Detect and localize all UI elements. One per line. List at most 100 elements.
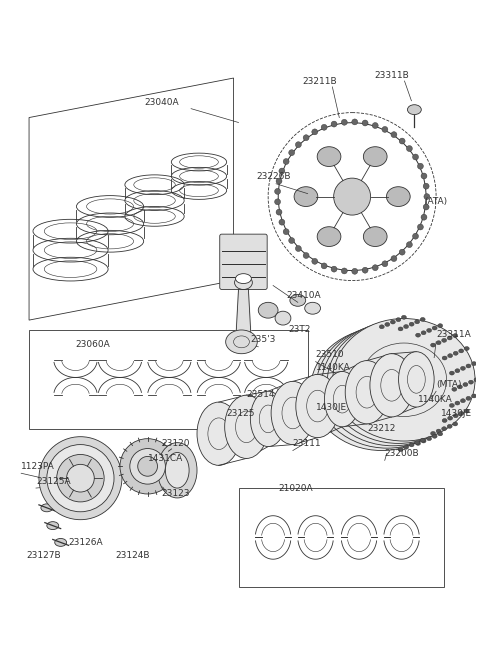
- Ellipse shape: [341, 120, 348, 125]
- Text: 23311A: 23311A: [436, 330, 471, 340]
- Ellipse shape: [382, 126, 388, 132]
- Ellipse shape: [427, 437, 432, 441]
- Ellipse shape: [418, 163, 423, 169]
- Ellipse shape: [452, 387, 457, 391]
- Ellipse shape: [157, 443, 197, 498]
- Ellipse shape: [324, 371, 360, 427]
- Ellipse shape: [464, 346, 469, 351]
- Ellipse shape: [399, 249, 405, 255]
- Ellipse shape: [322, 323, 464, 446]
- Text: 23410A: 23410A: [286, 291, 321, 300]
- Text: 1430JE: 1430JE: [315, 403, 347, 411]
- Ellipse shape: [386, 187, 410, 206]
- Text: 1430JE: 1430JE: [441, 409, 472, 419]
- Ellipse shape: [431, 432, 435, 436]
- Text: 23211B: 23211B: [303, 76, 337, 85]
- Ellipse shape: [416, 442, 420, 445]
- Ellipse shape: [390, 320, 396, 324]
- Text: 23124B: 23124B: [115, 551, 149, 560]
- Ellipse shape: [438, 324, 443, 328]
- Ellipse shape: [427, 328, 432, 332]
- Ellipse shape: [47, 522, 59, 530]
- Ellipse shape: [474, 378, 479, 382]
- Ellipse shape: [442, 427, 446, 431]
- Ellipse shape: [415, 441, 420, 445]
- Ellipse shape: [279, 219, 285, 225]
- Ellipse shape: [372, 265, 378, 271]
- Ellipse shape: [438, 432, 443, 436]
- Ellipse shape: [404, 445, 408, 449]
- Ellipse shape: [275, 189, 280, 194]
- Ellipse shape: [455, 369, 460, 373]
- Ellipse shape: [442, 419, 447, 422]
- Ellipse shape: [442, 338, 446, 342]
- Text: 235'3: 235'3: [251, 335, 276, 344]
- Ellipse shape: [271, 381, 314, 445]
- Ellipse shape: [464, 409, 469, 413]
- Ellipse shape: [398, 447, 403, 451]
- Ellipse shape: [295, 246, 301, 252]
- Ellipse shape: [295, 142, 301, 148]
- Ellipse shape: [421, 439, 426, 443]
- Ellipse shape: [352, 119, 358, 125]
- Ellipse shape: [466, 396, 471, 400]
- Ellipse shape: [463, 382, 468, 386]
- Ellipse shape: [321, 263, 327, 269]
- Ellipse shape: [423, 204, 429, 210]
- Ellipse shape: [370, 353, 413, 417]
- Ellipse shape: [294, 187, 318, 206]
- Text: 23040A: 23040A: [144, 99, 179, 107]
- Ellipse shape: [421, 214, 427, 220]
- Ellipse shape: [258, 302, 278, 318]
- Ellipse shape: [316, 326, 458, 448]
- Ellipse shape: [166, 453, 189, 488]
- Ellipse shape: [283, 229, 289, 235]
- Ellipse shape: [455, 401, 460, 405]
- Ellipse shape: [276, 178, 282, 184]
- Ellipse shape: [436, 429, 441, 433]
- Ellipse shape: [460, 367, 466, 371]
- Ellipse shape: [363, 227, 387, 246]
- Text: 23111: 23111: [293, 439, 322, 448]
- Ellipse shape: [334, 178, 371, 215]
- Ellipse shape: [362, 267, 368, 273]
- Ellipse shape: [311, 328, 453, 451]
- Text: 23127B: 23127B: [26, 551, 60, 560]
- Text: 23514: 23514: [246, 390, 275, 399]
- Text: 23311B: 23311B: [375, 70, 409, 79]
- Ellipse shape: [363, 147, 387, 166]
- Ellipse shape: [317, 227, 341, 246]
- Ellipse shape: [379, 325, 384, 328]
- Ellipse shape: [225, 396, 268, 459]
- Text: 23212: 23212: [367, 424, 396, 433]
- Ellipse shape: [398, 351, 434, 407]
- Ellipse shape: [447, 336, 452, 340]
- Ellipse shape: [321, 124, 327, 130]
- Ellipse shape: [407, 146, 412, 152]
- Text: 1140KA: 1140KA: [419, 395, 453, 403]
- Ellipse shape: [432, 326, 437, 330]
- Text: 23125: 23125: [227, 409, 255, 419]
- Ellipse shape: [138, 457, 157, 476]
- Ellipse shape: [275, 311, 291, 325]
- Ellipse shape: [345, 361, 389, 424]
- Text: 23T2: 23T2: [288, 325, 310, 334]
- Ellipse shape: [283, 158, 289, 164]
- Ellipse shape: [130, 449, 166, 484]
- Ellipse shape: [453, 422, 458, 426]
- Ellipse shape: [226, 330, 257, 353]
- Ellipse shape: [305, 302, 321, 314]
- Ellipse shape: [453, 334, 458, 338]
- Ellipse shape: [288, 238, 295, 244]
- Ellipse shape: [296, 374, 339, 438]
- Text: 23125A: 23125A: [36, 476, 71, 486]
- Ellipse shape: [424, 194, 430, 200]
- Ellipse shape: [466, 364, 471, 368]
- Ellipse shape: [421, 173, 427, 179]
- Ellipse shape: [327, 321, 469, 443]
- Ellipse shape: [409, 322, 414, 326]
- Ellipse shape: [459, 349, 464, 353]
- Ellipse shape: [471, 361, 477, 365]
- Ellipse shape: [396, 318, 401, 322]
- Ellipse shape: [457, 385, 462, 389]
